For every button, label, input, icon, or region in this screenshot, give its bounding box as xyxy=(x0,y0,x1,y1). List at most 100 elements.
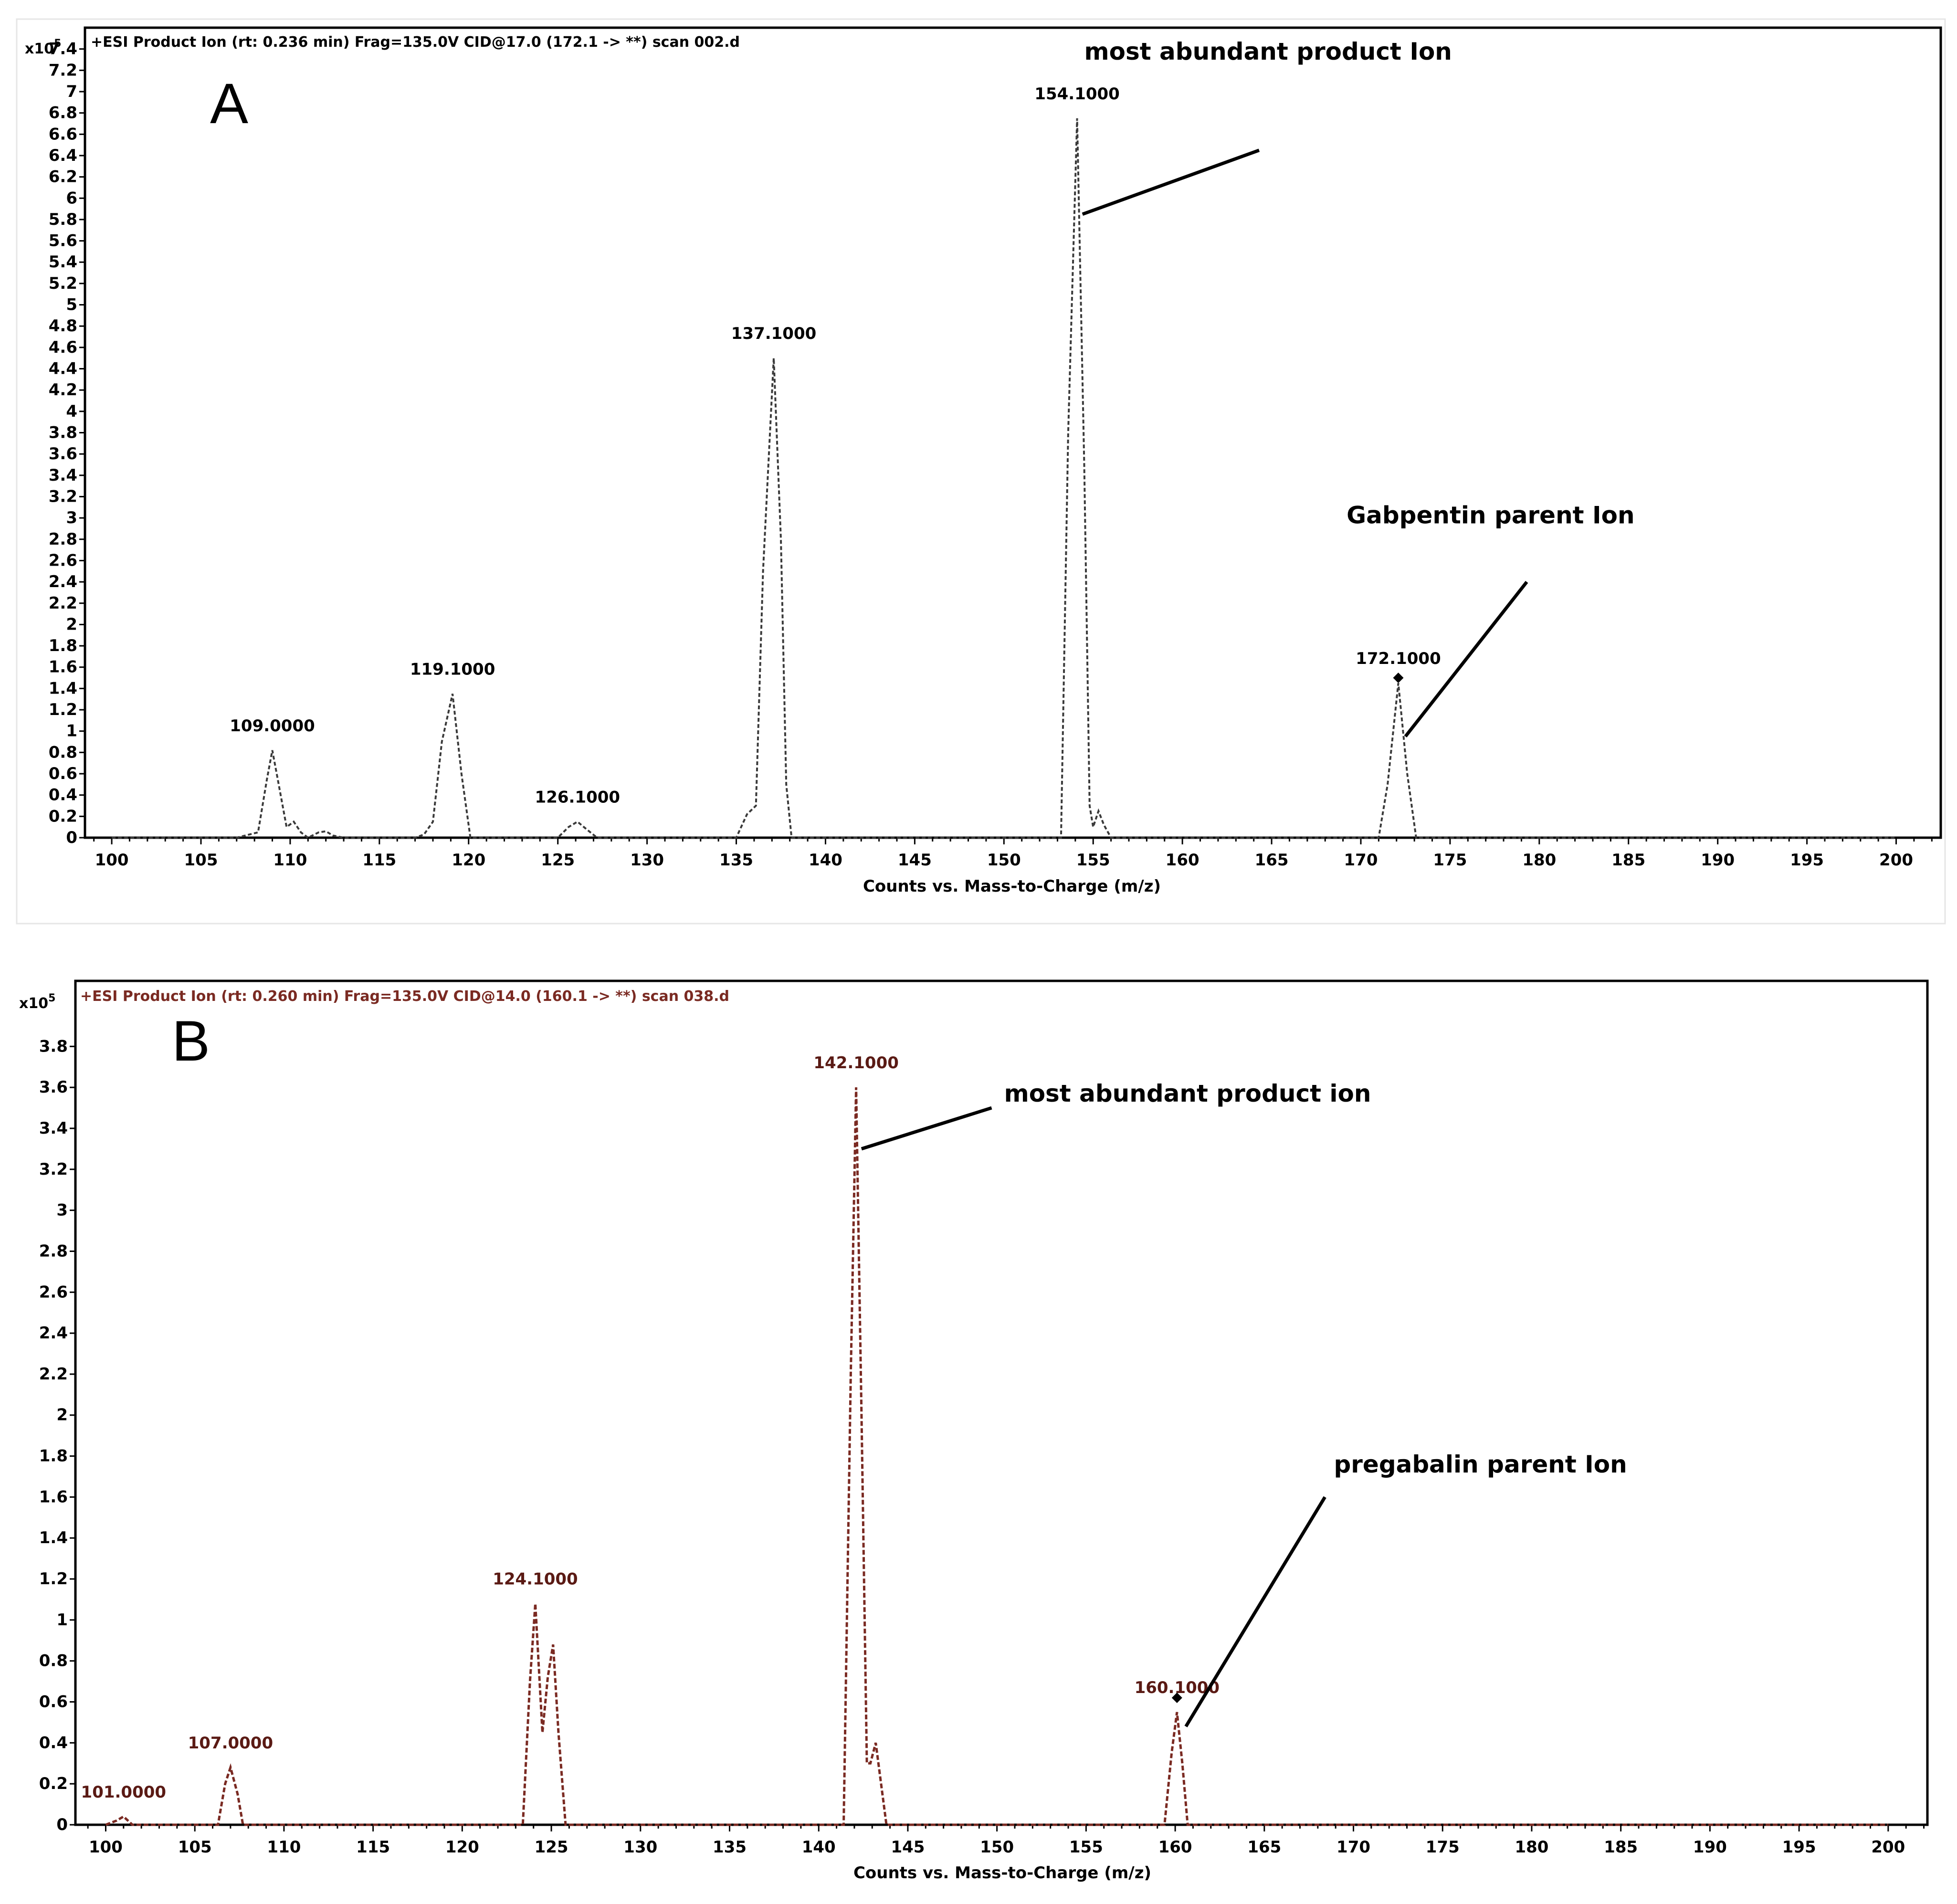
panel-a-peak-labels: 109.0000 119.1000 126.1000 137.1000 154.1000… xyxy=(230,84,1441,807)
panel-a-frame xyxy=(16,18,1946,925)
x-tick-label: 190 xyxy=(1693,1838,1727,1857)
peak-label: 124.1000 xyxy=(493,1570,578,1589)
callout-line xyxy=(861,1106,992,1151)
y-tick-label: 4.8 xyxy=(49,316,77,336)
panel-a-spectrum-line xyxy=(112,118,1896,839)
x-tick-label: 115 xyxy=(362,851,396,870)
panel-a-scan-title: +ESI Product Ion (rt: 0.236 min) Frag=13… xyxy=(91,34,740,51)
panel-b-scan-title: +ESI Product Ion (rt: 0.260 min) Frag=13… xyxy=(80,988,729,1005)
panel-b-axes xyxy=(74,979,1929,1826)
x-tick-label: 135 xyxy=(719,851,753,870)
y-tick-label: 4 xyxy=(66,402,77,421)
x-tick-label: 195 xyxy=(1782,1838,1816,1857)
y-tick-label: 1 xyxy=(66,722,77,741)
y-tick-label: 2.2 xyxy=(39,1365,68,1384)
peak-label: 172.1000 xyxy=(1356,649,1441,668)
y-tick-label: 5.4 xyxy=(49,252,77,272)
x-tick-label: 180 xyxy=(1522,851,1556,870)
panel-b-plot-area xyxy=(74,979,1929,1826)
y-tick-label: 3 xyxy=(56,1201,68,1220)
y-tick-label: 1.6 xyxy=(49,658,77,677)
panel-b-x-axis-title: Counts vs. Mass-to-Charge (m/z) xyxy=(853,1863,1151,1883)
x-tick-label: 105 xyxy=(178,1838,212,1857)
svg-text:x105: x105 xyxy=(19,992,55,1012)
peak-label: 109.0000 xyxy=(230,716,315,736)
y-tick-label: 4.2 xyxy=(49,380,77,400)
panel-a-y-multiplier-base: x10 xyxy=(25,41,54,57)
y-tick-label: 1.2 xyxy=(39,1569,68,1588)
x-tick-label: 165 xyxy=(1247,1838,1281,1857)
x-tick-label: 175 xyxy=(1433,851,1467,870)
peak-label: 137.1000 xyxy=(731,324,817,343)
y-tick-label: 2.4 xyxy=(39,1324,68,1343)
x-tick-label: 120 xyxy=(445,1838,479,1857)
panel-b-y-multiplier-base: x10 xyxy=(19,995,48,1012)
y-tick-label: 0.6 xyxy=(49,764,77,783)
y-tick-label: 6.4 xyxy=(49,146,77,165)
y-tick-label: 7.2 xyxy=(49,61,77,80)
y-tick-label: 0 xyxy=(66,828,77,847)
y-tick-label: 0.8 xyxy=(49,743,77,762)
x-tick-label: 160 xyxy=(1158,1838,1192,1857)
y-tick-label: 7 xyxy=(66,82,77,101)
x-tick-label: 200 xyxy=(1871,1838,1905,1857)
panel-b-y-multiplier-exp: 5 xyxy=(48,992,55,1004)
x-tick-label: 125 xyxy=(541,851,575,870)
x-tick-label: 130 xyxy=(623,1838,657,1857)
precursor-marker xyxy=(1171,1692,1182,1703)
y-tick-label: 0.4 xyxy=(39,1733,68,1752)
x-tick-label: 105 xyxy=(184,851,218,870)
x-tick-label: 115 xyxy=(356,1838,390,1857)
x-tick-label: 130 xyxy=(630,851,664,870)
x-tick-label: 100 xyxy=(95,851,129,870)
panel-b: +ESI Product Ion (rt: 0.260 min) Frag=13… xyxy=(19,979,1929,1883)
y-tick-label: 3.4 xyxy=(39,1119,68,1138)
peak-label: 126.1000 xyxy=(535,788,621,807)
y-tick-label: 3.2 xyxy=(49,487,77,506)
y-tick-label: 6.2 xyxy=(49,168,77,187)
panel-a-y-multiplier: x105 xyxy=(25,38,61,57)
x-tick-label: 145 xyxy=(898,851,932,870)
callout-label: most abundant product Ion xyxy=(1084,38,1452,65)
panel-b-x-ticks: 100 105 110 115 120 125 130 135 140 145 150 155 160 1… xyxy=(87,1825,1925,1857)
x-tick-label: 170 xyxy=(1336,1838,1370,1857)
peak-label: 119.1000 xyxy=(410,660,495,679)
y-tick-label: 3.6 xyxy=(39,1078,68,1097)
y-tick-label: 1.8 xyxy=(49,636,77,655)
x-tick-label: 175 xyxy=(1426,1838,1460,1857)
y-tick-label: 0.4 xyxy=(49,786,77,805)
y-tick-label: 2.8 xyxy=(39,1241,68,1261)
x-tick-label: 200 xyxy=(1879,851,1913,870)
y-tick-label: 4.4 xyxy=(49,359,77,379)
callout-label: most abundant product ion xyxy=(1004,1080,1371,1107)
y-tick-label: 3.6 xyxy=(49,444,77,463)
x-tick-label: 160 xyxy=(1166,851,1199,870)
x-tick-label: 195 xyxy=(1790,851,1824,870)
y-tick-label: 5.8 xyxy=(49,210,77,229)
y-tick-label: 0.6 xyxy=(39,1693,68,1712)
x-tick-label: 110 xyxy=(273,851,307,870)
y-tick-label: 0.2 xyxy=(39,1774,68,1793)
y-tick-label: 2.4 xyxy=(49,572,77,591)
panel-b-y-multiplier: x105 xyxy=(19,992,55,1012)
x-tick-label: 155 xyxy=(1076,851,1110,870)
x-tick-label: 120 xyxy=(452,851,485,870)
callout-line xyxy=(1404,580,1528,738)
panel-a-callouts: most abundant product Ion Gabpentin paren… xyxy=(1082,38,1635,738)
y-tick-label: 2.6 xyxy=(39,1283,68,1302)
y-tick-label: 5 xyxy=(66,295,77,315)
x-tick-label: 165 xyxy=(1255,851,1289,870)
y-tick-label: 3.2 xyxy=(39,1160,68,1179)
y-tick-label: 2 xyxy=(56,1406,68,1425)
y-tick-label: 6.8 xyxy=(49,104,77,123)
y-tick-label: 2.6 xyxy=(49,551,77,570)
y-tick-label: 6 xyxy=(66,189,77,208)
y-tick-label: 3.8 xyxy=(49,423,77,442)
callout-line xyxy=(1082,148,1260,216)
y-tick-label: 0.2 xyxy=(49,807,77,826)
x-tick-label: 100 xyxy=(89,1838,123,1857)
svg-text:x105: x105 xyxy=(25,38,61,57)
y-tick-label: 3.4 xyxy=(49,466,77,485)
panel-b-callouts: most abundant product ion pregabalin pare… xyxy=(861,1080,1627,1727)
y-tick-label: 2.2 xyxy=(49,594,77,613)
